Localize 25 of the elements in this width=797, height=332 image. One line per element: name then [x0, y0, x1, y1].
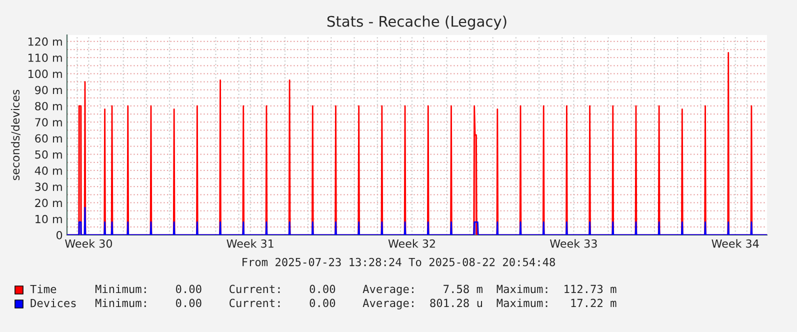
- y-tick-label: 90 m: [35, 86, 62, 94]
- legend-label: Devices: [30, 298, 76, 308]
- y-tick-label: 0: [56, 230, 62, 240]
- y-tick-label: 10 m: [36, 214, 62, 224]
- y-tick-label: 100 m: [28, 70, 62, 78]
- y-tick-label: 30 m: [35, 182, 62, 191]
- chart-title: Stats - Recache (Legacy): [327, 16, 506, 30]
- x-tick-label: Week 34: [712, 239, 759, 248]
- text: From 2025-07-23 13:28:24 To 2025-08-22 20:54:48: [242, 258, 555, 266]
- text: Minimum: 0.00 Current: 0.00 Average: 7.58 m Maximum: 112.73 m: [95, 284, 616, 296]
- y-tick-label: 80 m: [35, 102, 62, 110]
- x-tick-label: Week 31: [226, 239, 274, 248]
- y-tick-label: 110 m: [28, 54, 62, 62]
- y-tick-label: 120 m: [28, 37, 62, 46]
- y-tick-label: 70 m: [35, 118, 62, 126]
- y-tick-label: 60 m: [35, 134, 62, 143]
- y-tick-label: 50 m: [35, 150, 62, 159]
- x-tick-label: Week 30: [65, 239, 112, 248]
- legend-label: Time: [30, 284, 56, 294]
- y-tick-label: 40 m: [34, 166, 62, 175]
- x-tick-label: Week 33: [550, 239, 597, 248]
- y-tick-label: 20 m: [35, 198, 62, 208]
- text: Minimum: 0.00 Current: 0.00 Average: 801.28 u Maximum: 17.22 m: [95, 298, 616, 310]
- y-axis-title: seconds/devices: [10, 90, 20, 180]
- x-tick-label: Week 32: [388, 239, 435, 248]
